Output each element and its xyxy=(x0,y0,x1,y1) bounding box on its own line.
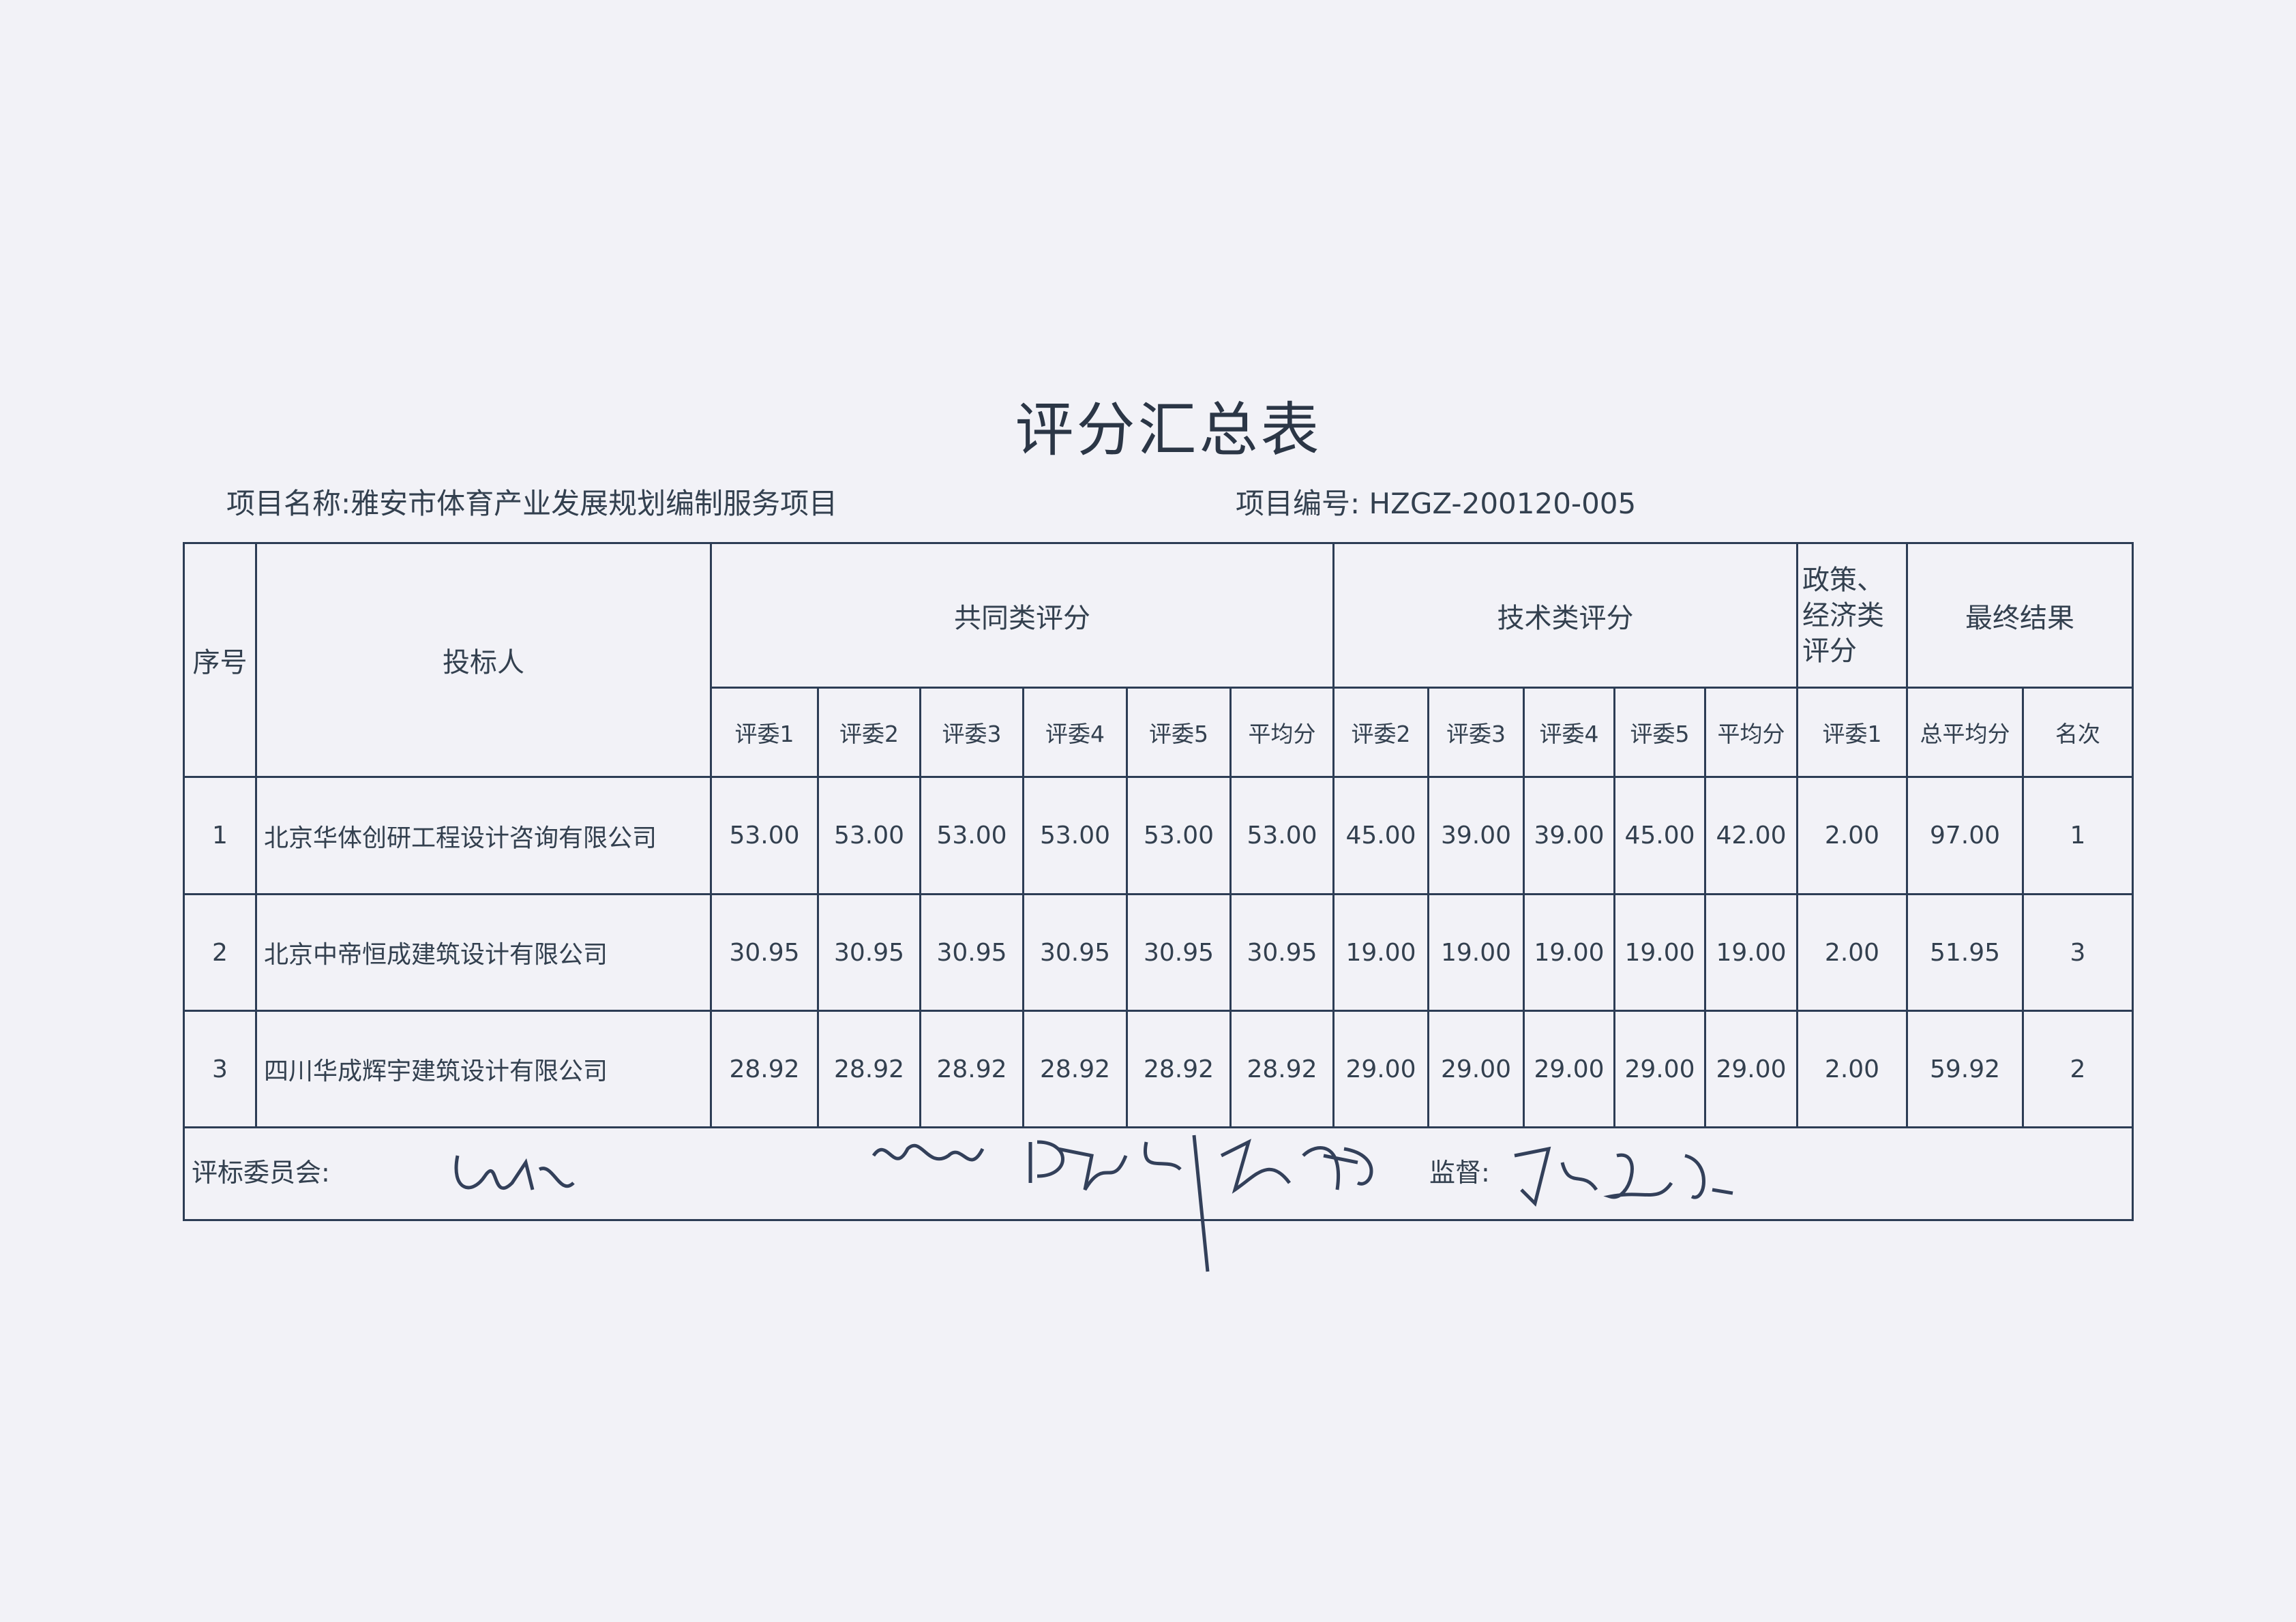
subheader-final-1: 总平均分 xyxy=(1906,687,2024,778)
subheader-tech-3: 评委4 xyxy=(1523,687,1615,778)
subheader-common-5: 评委5 xyxy=(1126,687,1232,778)
score-cell: 28.92 xyxy=(1229,1010,1335,1128)
project-code: 项目编号: HZGZ-200120-005 xyxy=(1236,487,1637,520)
score-cell: 53.00 xyxy=(1229,776,1335,895)
score-cell: 45.00 xyxy=(1332,776,1429,895)
score-cell: 30.95 xyxy=(817,893,921,1012)
supervisor-signature xyxy=(1514,1146,1733,1207)
subheader-tech-1: 评委2 xyxy=(1332,687,1429,778)
subheader-final-2: 名次 xyxy=(2022,687,2134,778)
score-cell: 2.00 xyxy=(1796,1010,1908,1128)
score-cell: 19.00 xyxy=(1523,893,1615,1012)
score-cell: 39.00 xyxy=(1523,776,1615,895)
score-cell: 42.00 xyxy=(1704,776,1798,895)
score-cell: 3 xyxy=(2022,893,2134,1012)
signature-row: 评标委员会: 监督: xyxy=(183,1126,2134,1272)
score-cell: 19.00 xyxy=(1427,893,1525,1012)
table-row: 1 北京华体创研工程设计咨询有限公司 53.00 53.00 53.00 53.00 53.… xyxy=(183,776,2134,895)
score-cell: 28.92 xyxy=(1126,1010,1232,1128)
score-cell: 28.92 xyxy=(1022,1010,1128,1128)
score-cell: 29.00 xyxy=(1332,1010,1429,1128)
score-cell: 2.00 xyxy=(1796,776,1908,895)
score-cell: 19.00 xyxy=(1613,893,1706,1012)
score-cell: 45.00 xyxy=(1613,776,1706,895)
committee-signatures xyxy=(871,1135,1373,1272)
score-cell: 59.92 xyxy=(1906,1010,2024,1128)
project-name: 项目名称:雅安市体育产业发展规划编制服务项目 xyxy=(226,487,838,520)
score-cell: 2 xyxy=(2022,1010,2134,1128)
committee-signature-1 xyxy=(454,1155,575,1190)
subheader-policy-1: 评委1 xyxy=(1796,687,1908,778)
subheader-tech-2: 评委3 xyxy=(1427,687,1525,778)
score-cell: 53.00 xyxy=(817,776,921,895)
subheader-common-1: 评委1 xyxy=(710,687,819,778)
score-cell: 30.95 xyxy=(1022,893,1128,1012)
table-row: 3 四川华成辉宇建筑设计有限公司 28.92 28.92 28.92 28.92 28.92… xyxy=(183,1010,2134,1128)
score-cell: 28.92 xyxy=(817,1010,921,1128)
table-row: 2 北京中帝恒成建筑设计有限公司 30.95 30.95 30.95 30.95 30.95… xyxy=(183,893,2134,1012)
supervisor-label: 监督: xyxy=(1429,1158,1490,1188)
score-cell: 28.92 xyxy=(919,1010,1024,1128)
score-cell: 2.00 xyxy=(1796,893,1908,1012)
row-seq: 2 xyxy=(183,893,257,1012)
score-cell: 30.95 xyxy=(1126,893,1232,1012)
score-cell: 39.00 xyxy=(1427,776,1525,895)
score-cell: 29.00 xyxy=(1427,1010,1525,1128)
document-title: 评分汇总表 xyxy=(1015,396,1322,464)
subheader-common-3: 评委3 xyxy=(919,687,1024,778)
score-cell: 53.00 xyxy=(919,776,1024,895)
subheader-tech-4: 评委5 xyxy=(1613,687,1706,778)
committee-label: 评标委员会: xyxy=(192,1158,330,1188)
header-final: 最终结果 xyxy=(1906,542,2134,689)
score-summary-table: 序号 投标人 共同类评分 技术类评分 政策、经济类评分 最终结果 评委1 评委2 评… xyxy=(183,542,2134,1272)
bidder-name: 四川华成辉宇建筑设计有限公司 xyxy=(255,1010,712,1128)
score-cell: 29.00 xyxy=(1613,1010,1706,1128)
row-seq: 3 xyxy=(183,1010,257,1128)
subheader-tech-5: 平均分 xyxy=(1704,687,1798,778)
subheader-common-4: 评委4 xyxy=(1022,687,1128,778)
score-cell: 29.00 xyxy=(1523,1010,1615,1128)
header-tech: 技术类评分 xyxy=(1332,542,1798,689)
score-cell: 53.00 xyxy=(1022,776,1128,895)
subheader-common-2: 评委2 xyxy=(817,687,921,778)
score-cell: 19.00 xyxy=(1332,893,1429,1012)
score-cell: 29.00 xyxy=(1704,1010,1798,1128)
bidder-name: 北京华体创研工程设计咨询有限公司 xyxy=(255,776,712,895)
score-cell: 30.95 xyxy=(1229,893,1335,1012)
header-bidder: 投标人 xyxy=(255,542,712,778)
score-cell: 30.95 xyxy=(710,893,819,1012)
header-common: 共同类评分 xyxy=(710,542,1335,689)
subheader-common-6: 平均分 xyxy=(1229,687,1335,778)
header-seq: 序号 xyxy=(183,542,257,778)
header-policy: 政策、经济类评分 xyxy=(1796,542,1908,689)
row-seq: 1 xyxy=(183,776,257,895)
score-cell: 51.95 xyxy=(1906,893,2024,1012)
score-cell: 28.92 xyxy=(710,1010,819,1128)
bidder-name: 北京中帝恒成建筑设计有限公司 xyxy=(255,893,712,1012)
score-cell: 53.00 xyxy=(1126,776,1232,895)
score-cell: 53.00 xyxy=(710,776,819,895)
score-cell: 97.00 xyxy=(1906,776,2024,895)
score-cell: 30.95 xyxy=(919,893,1024,1012)
score-cell: 1 xyxy=(2022,776,2134,895)
score-cell: 19.00 xyxy=(1704,893,1798,1012)
